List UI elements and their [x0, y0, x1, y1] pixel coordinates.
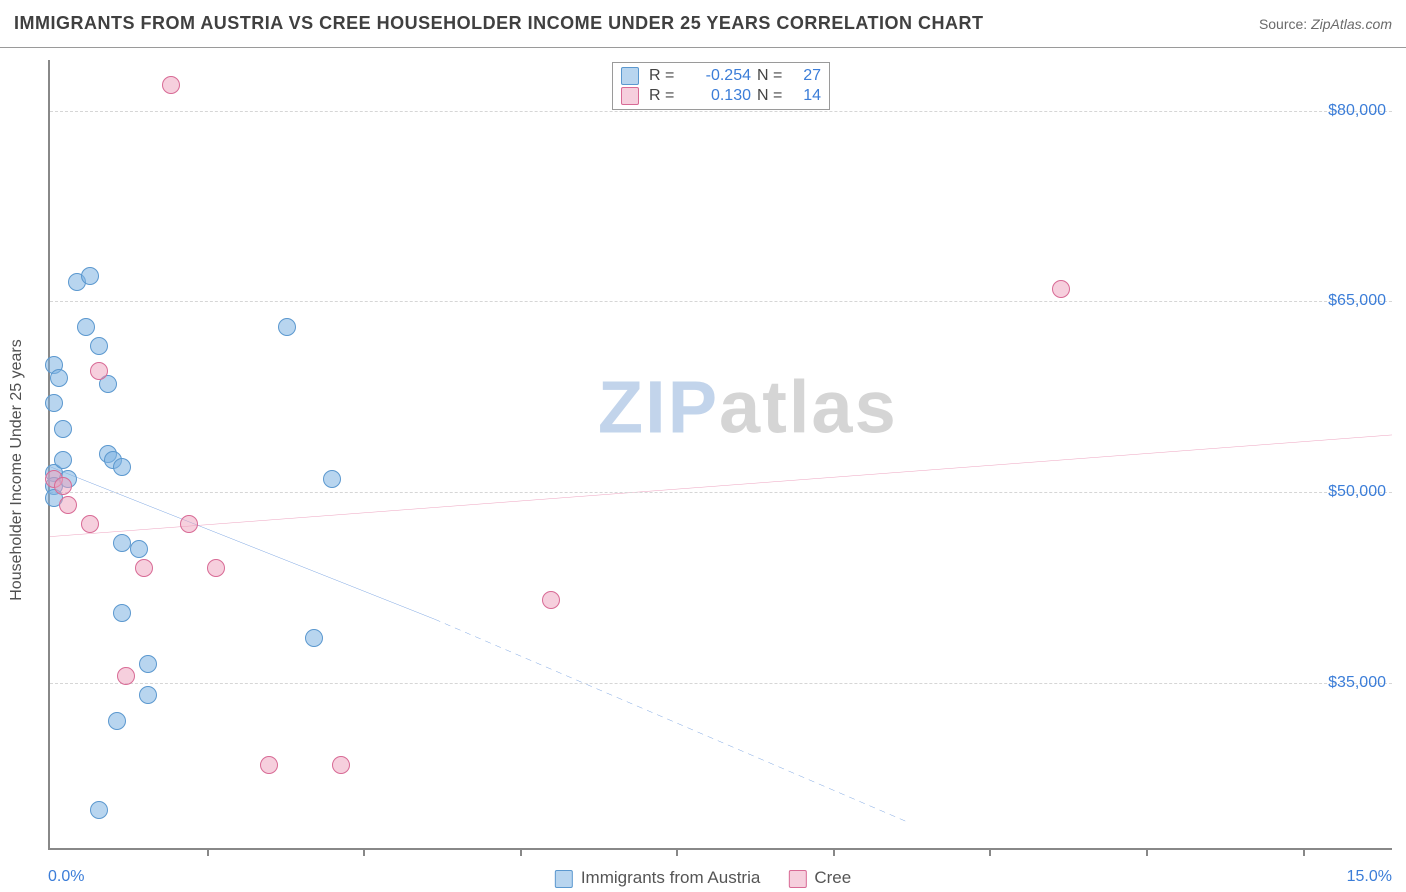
x-tick: [1146, 848, 1148, 856]
x-tick: [989, 848, 991, 856]
legend-n-value: 14: [793, 87, 821, 105]
data-point-austria: [54, 451, 72, 469]
data-point-cree: [81, 515, 99, 533]
legend-swatch-cree: [788, 870, 806, 888]
data-point-cree: [90, 362, 108, 380]
x-tick: [1303, 848, 1305, 856]
chart-header: IMMIGRANTS FROM AUSTRIA VS CREE HOUSEHOL…: [0, 0, 1406, 48]
legend-series: Immigrants from Austria Cree: [555, 868, 851, 888]
chart-title: IMMIGRANTS FROM AUSTRIA VS CREE HOUSEHOL…: [14, 13, 984, 34]
x-tick: [833, 848, 835, 856]
legend-swatch-austria: [555, 870, 573, 888]
legend-n-label: N =: [757, 67, 787, 85]
legend-item-austria: Immigrants from Austria: [555, 868, 761, 888]
data-point-austria: [90, 801, 108, 819]
x-tick: [363, 848, 365, 856]
y-tick-label: $50,000: [1328, 483, 1386, 501]
legend-label: Immigrants from Austria: [581, 868, 761, 887]
data-point-cree: [54, 477, 72, 495]
legend-swatch-austria: [621, 67, 639, 85]
data-point-cree: [207, 559, 225, 577]
source-prefix: Source:: [1259, 16, 1311, 32]
legend-n-label: N =: [757, 87, 787, 105]
data-point-cree: [332, 756, 350, 774]
data-point-austria: [139, 686, 157, 704]
data-point-austria: [323, 470, 341, 488]
x-tick: [207, 848, 209, 856]
data-point-austria: [45, 394, 63, 412]
y-tick-label: $65,000: [1328, 292, 1386, 310]
x-tick: [676, 848, 678, 856]
y-tick-label: $80,000: [1328, 102, 1386, 120]
data-point-austria: [113, 458, 131, 476]
legend-label: Cree: [814, 868, 851, 887]
gridline: [50, 301, 1392, 302]
data-point-austria: [108, 712, 126, 730]
data-point-austria: [113, 604, 131, 622]
legend-n-value: 27: [793, 67, 821, 85]
gridline: [50, 492, 1392, 493]
trend-lines: [50, 60, 1392, 848]
plot-region: ZIPatlas R =-0.254N =27R =0.130N =14 $35…: [48, 60, 1392, 850]
x-max-label: 15.0%: [1347, 868, 1392, 886]
legend-swatch-cree: [621, 87, 639, 105]
data-point-cree: [59, 496, 77, 514]
legend-stats: R = -0.254 N = 27 R = 0.130 N = 14: [612, 62, 830, 110]
data-point-austria: [90, 337, 108, 355]
data-point-austria: [81, 267, 99, 285]
chart-source: Source: ZipAtlas.com: [1259, 16, 1392, 32]
data-point-austria: [139, 655, 157, 673]
trend-line: [435, 619, 909, 822]
data-point-cree: [135, 559, 153, 577]
legend-item-cree: Cree: [788, 868, 851, 888]
data-point-austria: [113, 534, 131, 552]
legend-r-value: 0.130: [689, 87, 751, 105]
trend-line: [50, 435, 1392, 537]
data-point-austria: [50, 369, 68, 387]
chart-area: Householder Income Under 25 years ZIPatl…: [0, 48, 1406, 892]
data-point-cree: [1052, 280, 1070, 298]
gridline: [50, 111, 1392, 112]
legend-r-label: R =: [649, 67, 683, 85]
gridline: [50, 683, 1392, 684]
source-name: ZipAtlas.com: [1311, 16, 1392, 32]
data-point-cree: [260, 756, 278, 774]
data-point-austria: [305, 629, 323, 647]
y-tick-label: $35,000: [1328, 674, 1386, 692]
data-point-cree: [180, 515, 198, 533]
data-point-cree: [162, 76, 180, 94]
x-min-label: 0.0%: [48, 868, 84, 886]
data-point-cree: [117, 667, 135, 685]
legend-r-label: R =: [649, 87, 683, 105]
data-point-cree: [542, 591, 560, 609]
data-point-austria: [54, 420, 72, 438]
data-point-austria: [130, 540, 148, 558]
y-axis-label: Householder Income Under 25 years: [8, 339, 26, 600]
x-tick: [520, 848, 522, 856]
legend-r-value: -0.254: [689, 67, 751, 85]
data-point-austria: [77, 318, 95, 336]
trend-line: [50, 467, 435, 620]
data-point-austria: [278, 318, 296, 336]
